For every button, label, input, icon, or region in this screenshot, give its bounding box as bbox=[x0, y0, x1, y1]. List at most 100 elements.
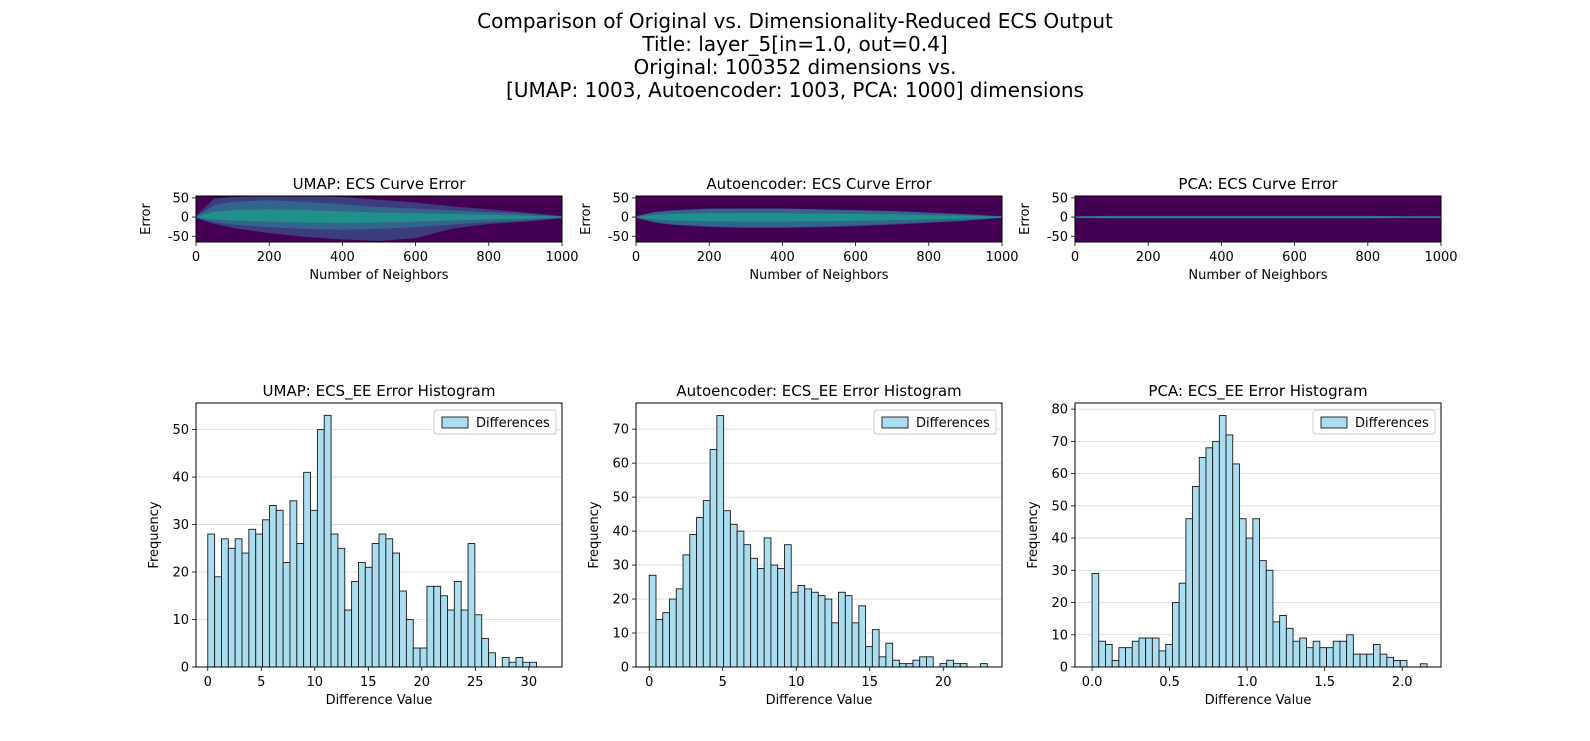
histogram-bar bbox=[885, 642, 894, 668]
x-tick-label: 30 bbox=[521, 675, 538, 690]
histogram-bar bbox=[412, 647, 421, 668]
histogram-bar bbox=[682, 554, 691, 668]
y-tick-label: 0 bbox=[621, 661, 629, 676]
histogram-bar bbox=[1366, 653, 1374, 668]
axes-frame bbox=[1074, 402, 1442, 668]
subplot-title: UMAP: ECS Curve Error bbox=[293, 175, 467, 193]
histogram-bar bbox=[1225, 434, 1234, 668]
y-tick-label: 20 bbox=[612, 593, 629, 608]
histogram-bar bbox=[959, 663, 968, 668]
subplot-5: 0 10 20 30 40 50 60 70 Differences 0 5 10 15 20 Autoen… bbox=[587, 382, 1003, 708]
y-axis-label: Error bbox=[579, 203, 594, 235]
histogram-bar bbox=[980, 663, 988, 668]
histogram-bar bbox=[1172, 602, 1180, 668]
x-tick-label: 0 bbox=[192, 250, 200, 265]
x-tick-label: 600 bbox=[1282, 250, 1307, 265]
y-tick-label: 80 bbox=[1051, 403, 1068, 418]
histogram-bar bbox=[522, 661, 531, 668]
y-tick-label: 0 bbox=[1060, 211, 1068, 226]
histogram-bar bbox=[905, 663, 914, 668]
x-tick-label: 0 bbox=[632, 250, 640, 265]
x-axis-label: Number of Neighbors bbox=[309, 268, 448, 283]
histogram-bar bbox=[946, 659, 954, 668]
y-tick-label: 30 bbox=[172, 518, 189, 533]
legend-label: Differences bbox=[1355, 416, 1429, 431]
y-tick-label: 70 bbox=[1051, 435, 1068, 450]
histogram-bar bbox=[925, 656, 934, 668]
subplot-title: Autoencoder: ECS_EE Error Histogram bbox=[676, 382, 961, 401]
histogram-bar bbox=[296, 543, 305, 668]
histogram-bar bbox=[871, 629, 880, 668]
histogram-bar bbox=[1252, 518, 1261, 668]
histogram-bar bbox=[1305, 647, 1314, 668]
histogram-bar bbox=[1372, 643, 1381, 668]
histogram-bar bbox=[1138, 637, 1147, 668]
histogram-bar bbox=[1151, 637, 1160, 668]
histogram-bar bbox=[1393, 660, 1401, 668]
histogram-bar bbox=[1379, 653, 1388, 668]
histogram-bar bbox=[797, 585, 806, 668]
histogram-bar bbox=[481, 638, 490, 668]
histogram-bar bbox=[371, 543, 380, 668]
x-tick-label: 10 bbox=[307, 675, 324, 690]
histogram-bar bbox=[1158, 650, 1167, 668]
x-tick-label: 25 bbox=[467, 675, 484, 690]
histogram-bar bbox=[1091, 573, 1100, 668]
x-tick-label: 400 bbox=[330, 250, 355, 265]
histogram-bar bbox=[405, 619, 414, 668]
x-tick-label: 400 bbox=[770, 250, 795, 265]
histogram-bar bbox=[1205, 447, 1214, 668]
legend: Differences bbox=[873, 409, 997, 435]
histogram-bar bbox=[831, 622, 839, 668]
histogram-bar bbox=[939, 663, 948, 668]
x-tick-label: 5 bbox=[257, 675, 265, 690]
y-axis-label: Frequency bbox=[587, 501, 602, 568]
legend: Differences bbox=[433, 409, 557, 435]
histogram-bar bbox=[214, 576, 222, 668]
histogram-bar bbox=[662, 612, 670, 668]
y-tick-label: 0 bbox=[621, 211, 629, 226]
x-axis-label: Number of Neighbors bbox=[1188, 268, 1327, 283]
histogram-bar bbox=[878, 656, 887, 668]
x-tick-label: 200 bbox=[1136, 250, 1161, 265]
y-tick-label: 10 bbox=[612, 627, 629, 642]
legend: Differences bbox=[1312, 409, 1436, 435]
histogram-bar bbox=[912, 659, 921, 668]
histogram-bar bbox=[1111, 660, 1120, 668]
x-tick-label: 10 bbox=[788, 675, 805, 690]
heatmap-background bbox=[1075, 196, 1441, 242]
histogram-bar bbox=[385, 538, 394, 668]
histogram-bar bbox=[1239, 518, 1247, 668]
y-tick-label: 40 bbox=[1051, 532, 1068, 547]
y-tick-label: 10 bbox=[172, 613, 189, 628]
x-tick-label: 200 bbox=[697, 250, 722, 265]
y-axis-label: Error bbox=[1018, 203, 1033, 235]
histogram-bar bbox=[337, 547, 346, 668]
histogram-bar bbox=[1359, 653, 1368, 668]
x-axis-label: Difference Value bbox=[326, 693, 433, 708]
histogram-bar bbox=[811, 591, 819, 668]
histogram-bar bbox=[648, 574, 657, 668]
histogram-bar bbox=[303, 471, 311, 668]
histogram-bar bbox=[736, 530, 745, 668]
legend-swatch bbox=[881, 416, 909, 429]
y-tick-label: 20 bbox=[1051, 596, 1068, 611]
x-tick-label: 0 bbox=[204, 675, 212, 690]
y-tick-label: 50 bbox=[612, 191, 629, 206]
y-axis-label: Frequency bbox=[1026, 501, 1041, 568]
subplot-title: PCA: ECS_EE Error Histogram bbox=[1148, 382, 1367, 401]
histogram-bar bbox=[488, 652, 496, 668]
histogram-bar bbox=[756, 568, 765, 668]
x-tick-label: 0 bbox=[1071, 250, 1079, 265]
y-tick-label: 50 bbox=[172, 423, 189, 438]
y-tick-label: -50 bbox=[168, 230, 189, 245]
y-tick-label: 40 bbox=[612, 525, 629, 540]
histogram-bar bbox=[433, 585, 442, 668]
x-tick-label: 5 bbox=[719, 675, 727, 690]
x-axis-label: Number of Neighbors bbox=[749, 268, 888, 283]
histogram-bar bbox=[1265, 569, 1274, 668]
subplot-4: 0 10 20 30 40 50 Differences 0 5 10 15 20 25 30 UMAP: … bbox=[147, 382, 563, 708]
x-tick-label: 200 bbox=[257, 250, 282, 265]
histogram-bar bbox=[1352, 653, 1361, 668]
